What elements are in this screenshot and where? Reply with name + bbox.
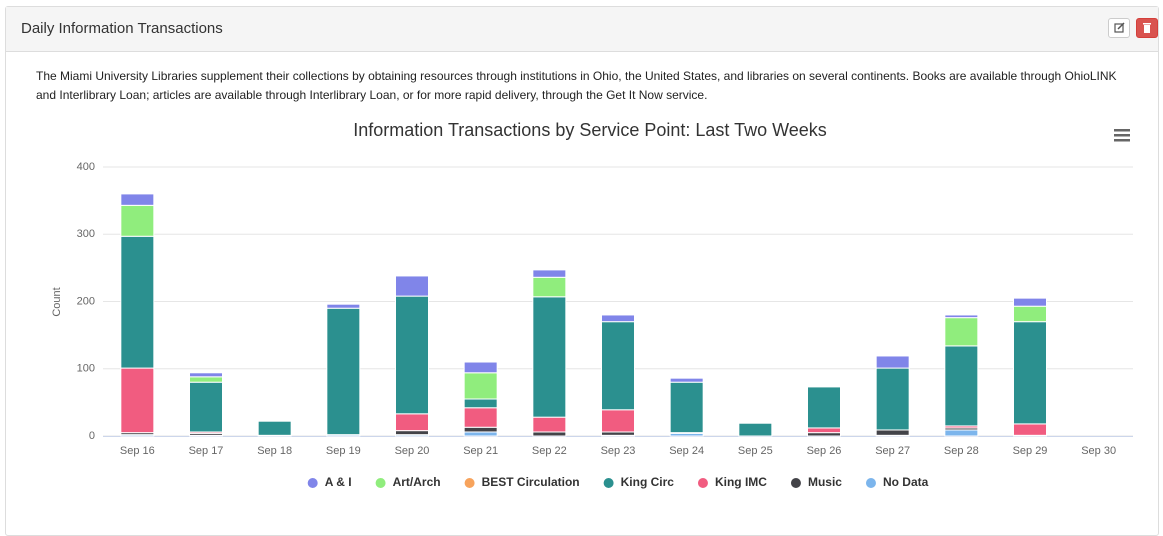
page: {"header": {"title": "Daily Information … [5, 6, 1159, 536]
bar-segment [463, 431, 498, 437]
bar-segment [532, 276, 567, 298]
bar-segment [875, 429, 910, 436]
bar-segment [257, 420, 292, 436]
legend-label: King IMC [715, 475, 767, 489]
bar-segment [395, 430, 429, 436]
legend-symbol [865, 478, 876, 488]
bar-segment [807, 427, 841, 434]
bar-segment [807, 386, 841, 429]
bar-segment [120, 204, 155, 237]
legend-item: Music [790, 475, 842, 489]
x-tick-label: Sep 26 [807, 445, 842, 457]
legend-symbol [464, 478, 475, 488]
bar-segment [326, 307, 361, 436]
x-tick-label: Sep 19 [326, 445, 361, 457]
bar-segment [463, 361, 498, 374]
bar-segment [395, 275, 429, 297]
bar-segment [532, 416, 567, 433]
bar-segment [463, 398, 498, 409]
legend-symbol [307, 478, 318, 488]
bar-segment [532, 296, 567, 418]
legend-item: King Circ [603, 475, 675, 489]
legend-item: Art/Arch [375, 475, 441, 489]
legend-item: A & I [307, 475, 352, 489]
x-tick-label: Sep 21 [463, 445, 498, 457]
y-tick-label: 200 [77, 295, 95, 307]
x-tick-label: Sep 24 [669, 445, 704, 457]
x-tick-label: Sep 16 [120, 445, 155, 457]
chart: Information Transactions by Service Poin… [51, 120, 1133, 489]
y-axis-label: Count [51, 287, 63, 316]
bar-segment [532, 269, 567, 278]
bar-segment [669, 377, 704, 383]
legend-label: Music [808, 475, 842, 489]
legend-symbol [375, 478, 386, 488]
bar-segment [807, 432, 841, 437]
legend-label: Art/Arch [393, 475, 441, 489]
bar-segment [875, 367, 910, 431]
bar-segment [189, 372, 223, 378]
bar-segment [1013, 423, 1047, 436]
bar-segment [1013, 321, 1047, 425]
bar-segment [944, 317, 979, 347]
legend-label: No Data [883, 475, 929, 489]
legend-label: A & I [325, 475, 352, 489]
y-tick-label: 0 [89, 430, 95, 442]
bar-segment [463, 426, 498, 433]
legend-symbol [697, 478, 708, 488]
bar-segment [395, 295, 429, 415]
bar-segment [944, 345, 979, 427]
bar-segment [326, 303, 361, 309]
bar-segment [601, 321, 635, 411]
bar-segment [601, 409, 635, 433]
legend-item: King IMC [697, 475, 767, 489]
bar-segment [601, 314, 635, 323]
x-tick-label: Sep 17 [189, 445, 224, 457]
panel-title: Daily Information Transactions [21, 20, 223, 37]
x-tick-label: Sep 30 [1081, 445, 1116, 457]
delete-button[interactable] [1136, 18, 1158, 38]
bar-segment [944, 314, 979, 319]
y-tick-label: 100 [77, 363, 95, 375]
x-tick-label: Sep 28 [944, 445, 979, 457]
legend-label: BEST Circulation [482, 475, 580, 489]
y-tick-label: 400 [77, 161, 95, 173]
legend-label: King Circ [621, 475, 675, 489]
panel-header: Daily Information Transactions [6, 7, 1158, 52]
bar-segment [1013, 305, 1047, 323]
chart-title: Information Transactions by Service Poin… [353, 120, 827, 140]
bar-segment [669, 381, 704, 434]
legend: A & I Art/Arch BEST Circulation King Circ Ki… [307, 475, 929, 489]
x-tick-label: Sep 22 [532, 445, 567, 457]
x-tick-label: Sep 20 [395, 445, 430, 457]
bar-segment [532, 431, 567, 437]
x-tick-label: Sep 27 [875, 445, 910, 457]
bar-segment [189, 376, 223, 383]
bar-segment [601, 431, 635, 436]
y-tick-label: 300 [77, 228, 95, 240]
bar-segment [944, 429, 979, 437]
bar-segment [189, 381, 223, 433]
x-tick-label: Sep 29 [1013, 445, 1048, 457]
bar-segment [120, 235, 155, 369]
x-tick-label: Sep 25 [738, 445, 773, 457]
bar-segment [463, 407, 498, 428]
bar-segment [120, 193, 155, 206]
edit-button[interactable] [1108, 18, 1130, 38]
bar-segment [738, 422, 773, 437]
x-tick-label: Sep 18 [257, 445, 292, 457]
legend-symbol [790, 478, 801, 488]
x-tick-label: Sep 23 [601, 445, 636, 457]
legend-item: BEST Circulation [464, 475, 580, 489]
bar-segment [463, 372, 498, 400]
panel: Daily Information Transactions The Miami… [5, 6, 1159, 536]
legend-item: No Data [865, 475, 929, 489]
bar-segment [120, 367, 155, 434]
bar-segment [1013, 297, 1047, 307]
description: The Miami University Libraries supplemen… [36, 69, 1117, 102]
bar-segment [875, 355, 910, 369]
legend-symbol [603, 478, 614, 488]
bar-segment [395, 413, 429, 432]
menu-button[interactable] [1114, 129, 1130, 142]
